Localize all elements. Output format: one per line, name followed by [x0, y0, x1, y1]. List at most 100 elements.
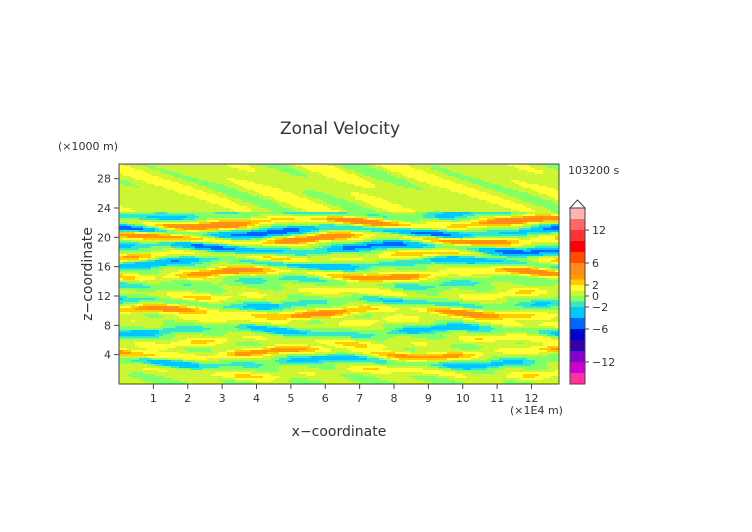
heatmap-cell: [171, 186, 176, 189]
heatmap-cell: [175, 164, 180, 167]
heatmap-cell: [135, 184, 140, 187]
heatmap-cell: [359, 184, 364, 187]
heatmap-cell: [151, 184, 156, 187]
heatmap-cell: [451, 164, 456, 167]
heatmap-cell: [355, 172, 360, 175]
heatmap-cell: [339, 184, 344, 187]
heatmap-cell: [479, 184, 484, 187]
heatmap-cell: [183, 182, 188, 185]
heatmap-cell: [299, 198, 304, 201]
heatmap-cell: [391, 194, 396, 197]
heatmap-cell: [355, 170, 360, 173]
heatmap-cell: [155, 202, 160, 205]
heatmap-cell: [503, 200, 508, 203]
heatmap-cell: [315, 192, 320, 195]
heatmap-cell: [555, 174, 560, 177]
heatmap-cell: [515, 182, 520, 185]
heatmap-cell: [387, 170, 392, 173]
heatmap-cell: [267, 192, 272, 195]
heatmap-cell: [167, 168, 172, 171]
heatmap-cell: [519, 196, 524, 199]
heatmap-cell: [299, 182, 304, 185]
heatmap-cell: [219, 172, 224, 175]
heatmap-cell: [439, 170, 444, 173]
heatmap-cell: [487, 164, 492, 167]
heatmap-cell: [167, 188, 172, 191]
heatmap-cell: [411, 170, 416, 173]
heatmap-cell: [267, 182, 272, 185]
heatmap-cell: [251, 198, 256, 201]
heatmap-cell: [159, 180, 164, 183]
heatmap-cell: [415, 166, 420, 169]
heatmap-cell: [471, 168, 476, 171]
heatmap-cell: [495, 176, 500, 179]
heatmap-cell: [203, 168, 208, 171]
heatmap-cell: [231, 204, 236, 207]
heatmap-cell: [315, 188, 320, 191]
heatmap-cell: [147, 190, 152, 193]
heatmap-cell: [163, 182, 168, 185]
heatmap-cell: [399, 184, 404, 187]
heatmap-cell: [151, 204, 156, 207]
heatmap-cell: [495, 172, 500, 175]
heatmap-cell: [551, 176, 556, 179]
heatmap-cell: [259, 194, 264, 197]
heatmap-cell: [223, 194, 228, 197]
heatmap-cell: [283, 176, 288, 179]
heatmap-cell: [287, 180, 292, 183]
heatmap-cell: [527, 178, 532, 181]
heatmap-cell: [151, 182, 156, 185]
heatmap-cell: [191, 196, 196, 199]
heatmap-cell: [227, 176, 232, 179]
heatmap-cell: [187, 192, 192, 195]
heatmap-cell: [387, 186, 392, 189]
heatmap-cell: [395, 200, 400, 203]
heatmap-cell: [531, 176, 536, 179]
heatmap-cell: [359, 202, 364, 205]
heatmap-cell: [223, 176, 228, 179]
heatmap-cell: [463, 182, 468, 185]
heatmap-cell: [415, 186, 420, 189]
heatmap-cell: [443, 180, 448, 183]
heatmap-cell: [255, 168, 260, 171]
heatmap-cell: [127, 168, 132, 171]
heatmap-cell: [255, 164, 260, 167]
heatmap-cell: [219, 170, 224, 173]
heatmap-cell: [371, 186, 376, 189]
heatmap-cell: [515, 172, 520, 175]
heatmap-cell: [511, 168, 516, 171]
heatmap-cell: [527, 202, 532, 205]
heatmap-cell: [499, 166, 504, 169]
heatmap-cell: [351, 164, 356, 167]
heatmap-cell: [375, 202, 380, 205]
heatmap-cell: [275, 174, 280, 177]
heatmap-cell: [467, 184, 472, 187]
heatmap-cell: [191, 180, 196, 183]
heatmap-cell: [223, 188, 228, 191]
heatmap-cell: [315, 176, 320, 179]
heatmap-cell: [183, 204, 188, 207]
heatmap-cell: [251, 168, 256, 171]
heatmap-cell: [399, 178, 404, 181]
heatmap-cell: [479, 172, 484, 175]
heatmap-cell: [319, 200, 324, 203]
heatmap-cell: [355, 194, 360, 197]
heatmap-cell: [191, 190, 196, 193]
heatmap-cell: [439, 178, 444, 181]
heatmap-cell: [471, 170, 476, 173]
heatmap-cell: [403, 192, 408, 195]
heatmap-cell: [347, 166, 352, 169]
heatmap-cell: [343, 168, 348, 171]
heatmap-cell: [371, 176, 376, 179]
heatmap-cell: [135, 168, 140, 171]
heatmap-cell: [343, 182, 348, 185]
heatmap-cell: [415, 174, 420, 177]
heatmap-cell: [319, 170, 324, 173]
heatmap-cell: [459, 176, 464, 179]
heatmap-cell: [443, 202, 448, 205]
heatmap-cell: [315, 190, 320, 193]
heatmap-cell: [287, 188, 292, 191]
heatmap-cell: [175, 166, 180, 169]
heatmap-cell: [471, 186, 476, 189]
heatmap-cell: [407, 176, 412, 179]
